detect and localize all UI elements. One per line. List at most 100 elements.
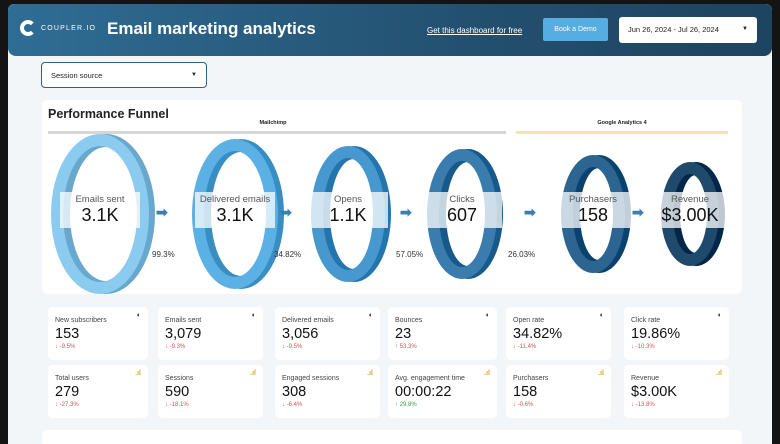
stage-label: Delivered emails — [199, 194, 271, 205]
arrow-right-icon: ➡ — [280, 204, 292, 220]
kpi-value: 19.86% — [631, 326, 681, 342]
kpi-delta: ↓ -10.3% — [631, 344, 655, 350]
header: COUPLER.IO Email marketing analytics Get… — [8, 4, 772, 56]
kpi-delta-value: 29.8% — [399, 402, 417, 408]
kpi-delta-value: -6.4% — [286, 402, 303, 408]
arrow-right-icon: ➡ — [632, 204, 644, 220]
funnel-stage: Purchasers 158 — [553, 192, 633, 228]
trend-arrow-icon: ↑ — [395, 344, 398, 350]
kpi-label: Avg. engagement time — [395, 375, 465, 382]
date-range-value: Jun 26, 2024 - Jul 26, 2024 — [628, 25, 719, 34]
mailchimp-icon: ◐ — [251, 312, 256, 319]
funnel-stage: Opens 1.1K — [308, 192, 388, 228]
arrow-right-icon: ➡ — [524, 204, 536, 220]
kpi-card: ◐ Click rate 19.86% ↓ -10.3% — [624, 307, 729, 360]
kpi-card: .ıl Purchasers 158 ↓ -0.6% — [506, 365, 611, 418]
ga4-bar — [516, 131, 728, 134]
kpi-value: 153 — [55, 326, 80, 342]
kpi-value: $3.00K — [631, 384, 677, 400]
kpi-value: 308 — [282, 384, 307, 400]
coupler-logo[interactable]: COUPLER.IO — [20, 20, 96, 36]
kpi-value: 00:00:22 — [395, 384, 452, 400]
kpi-label: Click rate — [631, 317, 661, 324]
kpi-delta: ↓ -9.5% — [282, 344, 302, 350]
kpi-card: ◐ Open rate 34.82% ↓ -11.4% — [506, 307, 611, 360]
kpi-label: Delivered emails — [282, 317, 334, 324]
kpi-delta: ↓ -6.4% — [282, 402, 302, 408]
stage-label: Revenue — [670, 194, 710, 205]
conversion-rate: 99.3% — [152, 250, 175, 259]
google-analytics-icon: .ıl — [367, 370, 373, 377]
stage-value: $3.00K — [661, 205, 719, 225]
session-source-select[interactable]: Session source ▼ — [41, 62, 207, 88]
kpi-label: Sessions — [165, 375, 194, 382]
kpi-delta-value: -9.5% — [59, 344, 76, 350]
google-analytics-icon: .ıl — [484, 370, 490, 377]
kpi-value: 34.82% — [513, 326, 563, 342]
mailchimp-bar — [48, 131, 506, 134]
stage-value: 3.1K — [81, 205, 119, 225]
kpi-delta-value: -13.8% — [635, 402, 655, 408]
kpi-delta-value: 53.3% — [399, 344, 417, 350]
kpi-label: Bounces — [395, 317, 423, 324]
conversion-rate: 26.03% — [508, 250, 536, 259]
date-range-picker[interactable]: Jun 26, 2024 - Jul 26, 2024 ▼ — [619, 17, 757, 43]
stage-label: Clicks — [449, 194, 475, 205]
trend-arrow-icon: ↓ — [55, 402, 58, 408]
trend-arrow-icon: ↓ — [631, 402, 634, 408]
trend-arrow-icon: ↓ — [631, 344, 634, 350]
kpi-value: 158 — [513, 384, 538, 400]
funnel-stage: Revenue $3.00K — [650, 192, 730, 228]
trend-arrow-icon: ↓ — [282, 402, 285, 408]
kpi-value: 3,056 — [282, 326, 319, 342]
google-analytics-icon: .ıl — [250, 370, 256, 377]
source-ga4: Google Analytics 4 — [597, 120, 647, 126]
kpi-value: 590 — [165, 384, 190, 400]
kpi-label: New subscribers — [55, 317, 107, 324]
kpi-card: .ıl Revenue $3.00K ↓ -13.8% — [624, 365, 729, 418]
google-analytics-icon: .ıl — [135, 370, 141, 377]
kpi-label: Engaged sessions — [282, 375, 340, 382]
kpi-value: 3,079 — [165, 326, 202, 342]
arrow-right-icon: ➡ — [400, 204, 412, 220]
stage-value: 3.1K — [216, 205, 254, 225]
mailchimp-icon: ◐ — [136, 312, 141, 319]
kpi-card: ◐ Emails sent 3,079 ↓ -9.3% — [158, 307, 263, 360]
kpi-label: Revenue — [631, 375, 660, 382]
kpi-delta-value: -10.3% — [635, 344, 655, 350]
stage-value: 607 — [446, 205, 478, 225]
mailchimp-icon: ◐ — [485, 312, 490, 319]
kpi-card: ◐ New subscribers 153 ↓ -9.5% — [48, 307, 148, 360]
mailchimp-icon: ◐ — [599, 312, 604, 319]
kpi-card: ◐ Delivered emails 3,056 ↓ -9.5% — [275, 307, 380, 360]
dashboard-page: COUPLER.IO Email marketing analytics Get… — [8, 4, 772, 444]
stage-label: Opens — [334, 194, 362, 205]
funnel-stage: Delivered emails 3.1K — [195, 192, 275, 228]
kpi-value: 279 — [55, 384, 80, 400]
trend-arrow-icon: ↓ — [165, 344, 168, 350]
kpi-delta: ↓ -27.3% — [55, 402, 79, 408]
kpi-label: Total users — [55, 375, 89, 382]
stage-value: 158 — [577, 205, 609, 225]
arrow-right-icon: ➡ — [156, 204, 168, 220]
funnel-stage: Emails sent 3.1K — [60, 192, 140, 228]
kpi-delta: ↓ -0.6% — [513, 402, 533, 408]
kpi-delta-value: -9.5% — [286, 344, 303, 350]
logo-text: COUPLER.IO — [41, 24, 97, 32]
kpi-card: .ıl Sessions 590 ↓ -18.1% — [158, 365, 263, 418]
kpi-delta-value: -27.3% — [59, 402, 79, 408]
kpi-delta-value: -0.6% — [517, 402, 534, 408]
book-demo-button[interactable]: Book a Demo — [543, 18, 608, 41]
funnel-title: Performance Funnel — [48, 107, 169, 121]
kpi-card: .ıl Engaged sessions 308 ↓ -6.4% — [275, 365, 380, 418]
kpi-card: ◐ Bounces 23 ↑ 53.3% — [388, 307, 497, 360]
trend-arrow-icon: ↓ — [513, 344, 516, 350]
kpi-label: Open rate — [513, 317, 545, 324]
kpi-delta-value: -18.1% — [169, 402, 189, 408]
kpi-card: .ıl Avg. engagement time 00:00:22 ↑ 29.8% — [388, 365, 497, 418]
kpi-delta-value: -11.4% — [517, 344, 537, 350]
stage-label: Emails sent — [75, 194, 125, 205]
caret-down-icon: ▼ — [742, 26, 748, 32]
google-analytics-icon: .ıl — [716, 370, 722, 377]
get-dashboard-link[interactable]: Get this dashboard for free — [427, 26, 523, 35]
